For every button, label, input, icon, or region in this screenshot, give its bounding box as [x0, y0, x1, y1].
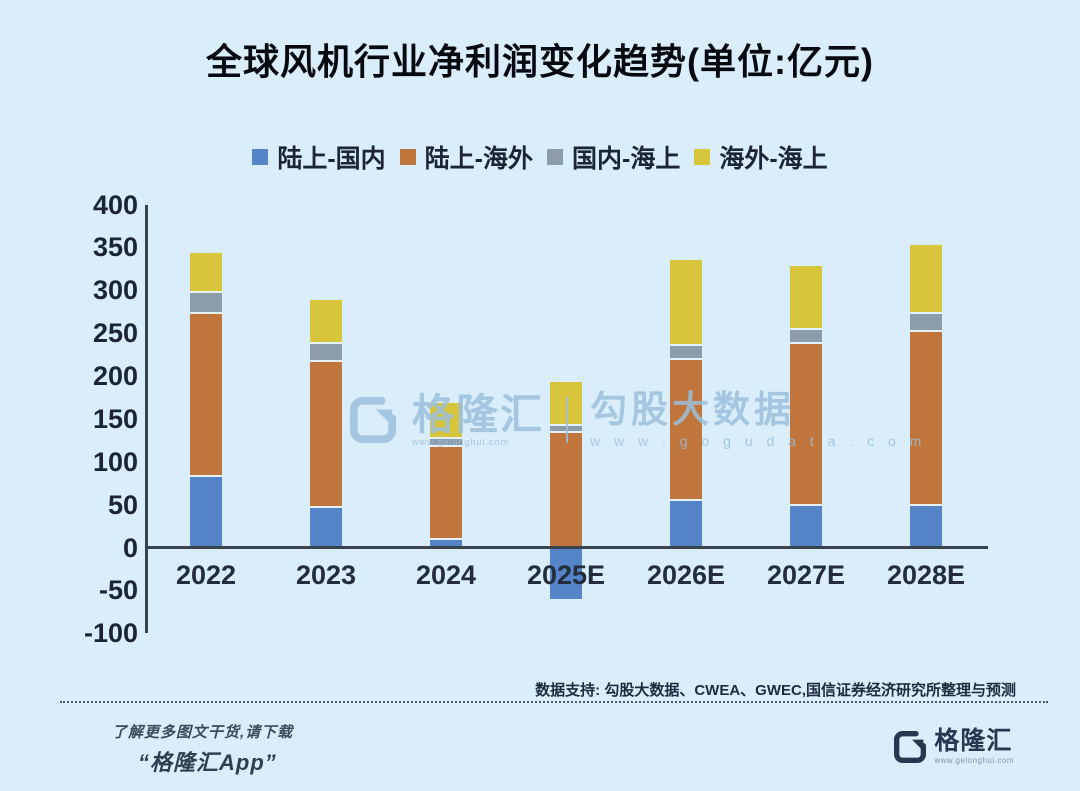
- bar-segment-gap: [310, 506, 342, 509]
- legend-swatch: [547, 149, 563, 165]
- footer-brand-logo: 格隆汇 www.gelonghui.com: [894, 729, 1014, 765]
- footer-brand-name: 格隆汇: [934, 727, 1013, 755]
- y-axis-line: [145, 204, 148, 634]
- bar-segment-国内-海上: [310, 342, 342, 362]
- bar-segment-国内-海上: [790, 328, 822, 344]
- x-axis-line: [147, 546, 988, 549]
- legend-item-1: 陆上-海外: [399, 139, 533, 175]
- y-axis-label: 350: [92, 232, 138, 263]
- bar-segment-国内-海上: [430, 437, 462, 447]
- bar-segment-海外-海上: [550, 382, 582, 425]
- x-axis-label: 2026E: [646, 560, 726, 590]
- bar-segment-陆上-海外: [670, 358, 702, 501]
- bar-segment-海外-海上: [430, 403, 462, 438]
- x-axis-label: 2027E: [766, 560, 846, 590]
- y-axis-label: 400: [92, 189, 138, 220]
- y-axis-label: 0: [122, 532, 138, 563]
- y-axis-label: 300: [92, 275, 138, 306]
- bar-segment-海外-海上: [190, 253, 222, 293]
- footer-brand-url: www.gelonghui.com: [934, 756, 1014, 765]
- bar-segment-海外-海上: [910, 244, 942, 314]
- bar-segment-gap: [190, 291, 222, 294]
- legend-label: 陆上-国内: [277, 145, 386, 173]
- bar-segment-gap: [790, 327, 822, 330]
- bar-segment-陆上-国内: [550, 547, 582, 599]
- legend-swatch: [399, 149, 416, 165]
- x-axis-label: 2025E: [526, 560, 606, 590]
- bar-segment-陆上-海外: [190, 313, 222, 477]
- bar-segment-陆上-海外: [430, 446, 462, 539]
- y-axis-label: 200: [92, 361, 138, 392]
- bar-segment-陆上-国内: [430, 538, 462, 548]
- bar-segment-gap: [310, 341, 342, 344]
- bar-segment-陆上-国内: [910, 504, 942, 548]
- gelonghui-logo-icon: [894, 731, 927, 763]
- legend-item-3: 海外-海上: [694, 139, 828, 175]
- y-axis-label: -100: [83, 618, 138, 649]
- bar-segment-陆上-海外: [310, 361, 342, 508]
- legend-label: 陆上-海外: [424, 145, 533, 173]
- x-axis-label: 2023: [295, 560, 357, 590]
- bar-segment-gap: [430, 537, 462, 540]
- chart-title: 全球风机行业净利润变化趋势(单位:亿元): [206, 41, 874, 82]
- footer-separator: [60, 701, 1048, 703]
- bar-segment-gap: [190, 475, 222, 478]
- bar-segment-国内-海上: [190, 292, 222, 314]
- bar-segment-gap: [910, 312, 942, 315]
- bar-segment-陆上-国内: [190, 476, 222, 548]
- bar-segment-国内-海上: [910, 313, 942, 331]
- bar-segment-gap: [910, 503, 942, 506]
- bar-segment-gap: [790, 503, 822, 506]
- bar-segment-陆上-海外: [790, 343, 822, 505]
- bar-segment-gap: [670, 499, 702, 502]
- y-axis-label: 250: [92, 318, 138, 349]
- legend-item-0: 陆上-国内: [252, 139, 386, 175]
- legend: 陆上-国内 陆上-海外 国内-海上 海外-海上: [0, 139, 1080, 175]
- bar-segment-海外-海上: [310, 299, 342, 343]
- bar-segment-陆上-海外: [550, 431, 582, 548]
- bar-segment-gap: [430, 436, 462, 439]
- bar-segment-国内-海上: [550, 424, 582, 432]
- bar-segment-gap: [550, 430, 582, 433]
- y-axis-label: -50: [98, 575, 138, 606]
- bar-segment-gap: [310, 360, 342, 363]
- bar-segment-陆上-国内: [790, 504, 822, 548]
- legend-label: 海外-海上: [719, 145, 828, 173]
- bar-segment-gap: [910, 329, 942, 332]
- promo-text: 了解更多图文干货,请下载: [112, 724, 294, 741]
- bar-segment-国内-海上: [670, 345, 702, 359]
- bar-segment-gap: [190, 312, 222, 315]
- bar-segment-陆上-国内: [310, 507, 342, 548]
- y-axis-label: 100: [92, 446, 138, 477]
- x-axis-label: 2022: [175, 560, 237, 590]
- bar-segment-海外-海上: [790, 266, 822, 329]
- legend-item-2: 国内-海上: [547, 139, 680, 175]
- y-axis-label: 50: [107, 489, 138, 520]
- x-axis-label: 2028E: [886, 560, 966, 590]
- x-axis-label: 2024: [415, 560, 477, 590]
- bar-segment-gap: [550, 423, 582, 426]
- bar-segment-gap: [670, 357, 702, 360]
- bar-segment-海外-海上: [670, 260, 702, 346]
- app-name: “格隆汇App”: [138, 750, 277, 775]
- legend-label: 国内-海上: [572, 145, 681, 173]
- bar-segment-gap: [430, 445, 462, 448]
- bar-segment-陆上-海外: [910, 330, 942, 505]
- bar-segment-gap: [670, 344, 702, 347]
- bar-segment-陆上-国内: [670, 500, 702, 548]
- legend-swatch: [694, 149, 711, 165]
- y-axis-label: 150: [92, 403, 138, 434]
- data-source-note: 数据支持: 勾股大数据、CWEA、GWEC,国信证券经济研究所整理与预测: [535, 682, 1016, 699]
- legend-swatch: [252, 149, 269, 165]
- bar-segment-gap: [790, 342, 822, 345]
- footer-brand-block: 格隆汇 www.gelonghui.com: [934, 727, 1014, 766]
